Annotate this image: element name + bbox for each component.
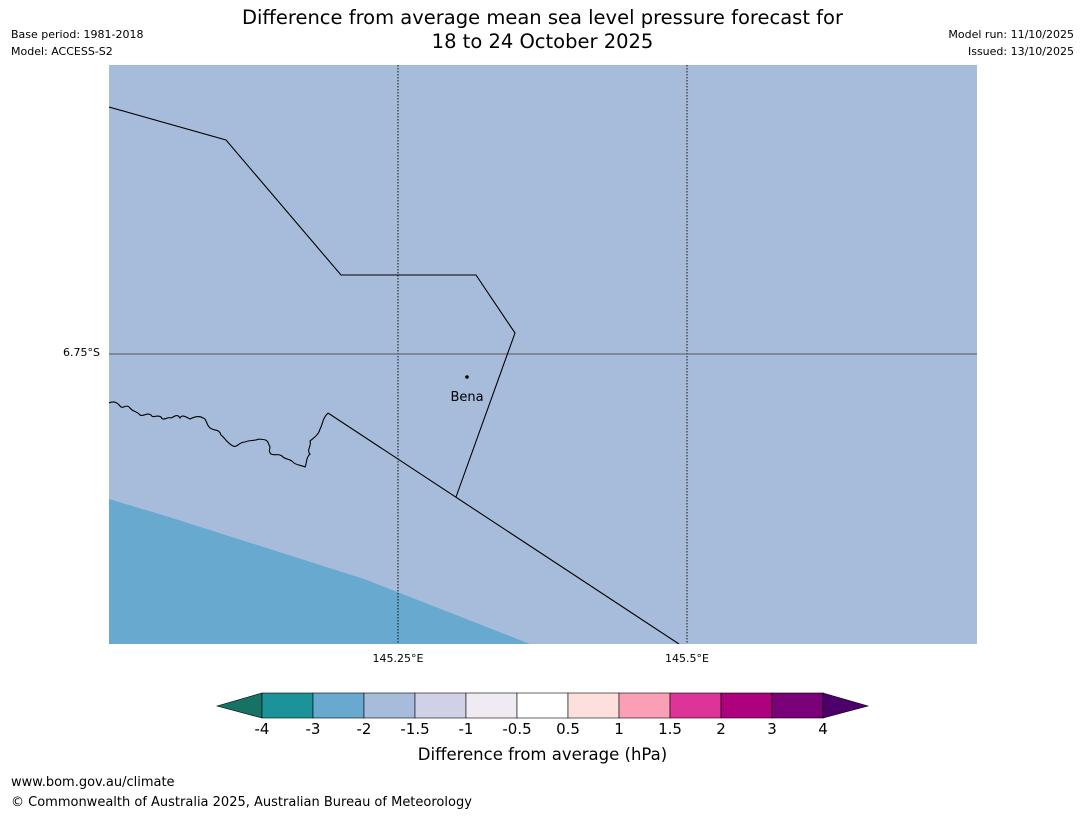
- colorbar-bin: [363, 692, 416, 719]
- title-line-1: Difference from average mean sea level p…: [242, 6, 843, 29]
- latitude-label: 6.75°S: [63, 346, 100, 359]
- base-period-text: Base period: 1981-2018: [11, 28, 144, 41]
- colorbar-tick-label: -1.5: [400, 720, 430, 738]
- colorbar-bin: [414, 692, 467, 719]
- colorbar-tick-label: 1.5: [658, 720, 682, 738]
- pressure-field-lower-zone: [109, 499, 530, 644]
- colorbar-tick-label: 1: [614, 720, 624, 738]
- colorbar-bin: [516, 692, 569, 719]
- colorbar-bin: [618, 692, 671, 719]
- river-line: [109, 401, 329, 468]
- model-run-text: Model run: 11/10/2025: [948, 28, 1074, 41]
- colorbar-tick-label: 3: [767, 720, 777, 738]
- colorbar-bin: [312, 692, 365, 719]
- colorbar-tick-label: -1: [458, 720, 474, 738]
- footer-copyright: © Commonwealth of Australia 2025, Austra…: [11, 795, 472, 810]
- colorbar-tick-label: -0.5: [502, 720, 532, 738]
- meta-right: Model run: 11/10/2025 Issued: 13/10/2025: [948, 26, 1074, 60]
- colorbar: [215, 692, 870, 719]
- colorbar-tick-label: -3: [305, 720, 321, 738]
- colorbar-tick-label: 2: [716, 720, 726, 738]
- province-boundary-north: [109, 106, 516, 498]
- colorbar-bin: [465, 692, 518, 719]
- colorbar-tick-label: 0.5: [556, 720, 580, 738]
- colorbar-bin: [261, 692, 314, 719]
- colorbar-bin: [567, 692, 620, 719]
- meta-left: Base period: 1981-2018 Model: ACCESS-S2: [11, 26, 143, 60]
- footer-url-link[interactable]: www.bom.gov.au/climate: [11, 775, 175, 790]
- colorbar-bin: [720, 692, 773, 719]
- colorbar-lower-extend: [215, 692, 263, 719]
- colorbar-bin: [771, 692, 824, 719]
- colorbar-tick-label: -2: [356, 720, 372, 738]
- colorbar-upper-extend: [822, 692, 870, 719]
- longitude-label-145-25: 145.25°E: [372, 652, 424, 665]
- model-text: Model: ACCESS-S2: [11, 45, 113, 58]
- issued-text: Issued: 13/10/2025: [967, 45, 1074, 58]
- town-marker-bena[interactable]: [465, 375, 469, 379]
- title-line-2: 18 to 24 October 2025: [431, 30, 654, 53]
- map-title: Difference from average mean sea level p…: [0, 6, 1085, 54]
- colorbar-tick-label: -4: [254, 720, 270, 738]
- longitude-label-145-5: 145.5°E: [665, 652, 709, 665]
- colorbar-tick-label: 4: [818, 720, 828, 738]
- colorbar-bin: [669, 692, 722, 719]
- province-boundary-south: [327, 412, 680, 644]
- town-label-bena: Bena: [450, 390, 483, 405]
- colorbar-title: Difference from average (hPa): [417, 745, 668, 764]
- map-panel[interactable]: Bena: [109, 65, 977, 644]
